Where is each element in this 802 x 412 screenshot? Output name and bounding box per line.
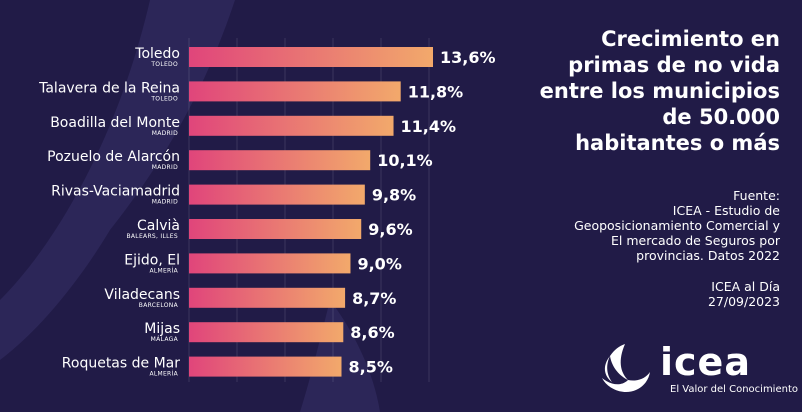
value-label: 8,7% [352, 289, 396, 308]
source-note: Fuente: ICEA - Estudio de Geoposicionami… [520, 188, 780, 309]
source-label: Fuente: [733, 188, 780, 203]
category-label: Talavera de la Reina [38, 80, 180, 96]
category-province-label: MADRID [152, 164, 178, 171]
category-province-label: MADRID [152, 199, 178, 206]
bar [189, 47, 433, 67]
bar [189, 322, 344, 343]
category-label: Pozuelo de Alarcón [47, 149, 180, 165]
logo-wordmark: icea [660, 340, 751, 384]
value-label: 8,6% [350, 323, 394, 342]
bar [189, 150, 371, 171]
category-province-label: TOLEDO [150, 61, 178, 68]
category-province-label: ALMERÍA [149, 267, 178, 274]
background-wave-shape-lower [300, 300, 380, 412]
title-line: primas de no vida [568, 53, 780, 77]
source-line: ICEA - Estudio de [672, 203, 780, 218]
icea-logo: icea El Valor del Conocimiento [598, 340, 798, 402]
category-province-label: BARCELONA [139, 302, 179, 309]
value-label: 13,6% [440, 48, 496, 67]
title-line: Crecimiento en [601, 27, 780, 51]
title-line: entre los municipios [539, 79, 780, 103]
source-line: provincias. Datos 2022 [636, 248, 780, 263]
category-province-label: TOLEDO [150, 95, 178, 102]
logo-tagline: El Valor del Conocimiento [670, 384, 798, 395]
title-line: de 50.000 [662, 105, 780, 129]
category-province-label: MÁLAGA [151, 336, 179, 343]
source-line: El mercado de Seguros por [611, 233, 780, 248]
title-line: habitantes o más [575, 131, 780, 155]
category-label: Ejido, El [124, 252, 180, 268]
category-label: Boadilla del Monte [50, 115, 180, 131]
chart-title: Crecimiento en primas de no vida entre l… [480, 26, 780, 156]
bar [189, 356, 342, 377]
category-label: Viladecans [104, 287, 180, 303]
value-label: 8,5% [349, 358, 393, 377]
bar [189, 81, 401, 102]
category-label: Calvià [137, 218, 180, 234]
bar [189, 253, 351, 274]
category-province-label: MADRID [152, 130, 178, 137]
category-label: Roquetas de Mar [62, 356, 180, 372]
category-province-label: BALEARS, ILLES [126, 233, 178, 240]
bar [189, 287, 346, 308]
publisher: ICEA al Día [711, 279, 780, 294]
bar [189, 184, 365, 205]
value-label: 9,6% [368, 220, 412, 239]
value-label: 9,8% [372, 186, 416, 205]
category-label: Rivas-Vaciamadrid [51, 184, 180, 200]
category-label: Mijas [144, 321, 180, 337]
publish-date: 27/09/2023 [707, 294, 780, 309]
background-wave-shape [0, 0, 235, 360]
bar [189, 219, 362, 239]
category-province-label: ALMERÍA [149, 371, 178, 378]
value-label: 9,0% [357, 254, 401, 273]
value-label: 10,1% [377, 151, 433, 170]
bar [189, 115, 394, 136]
value-label: 11,4% [401, 117, 457, 136]
source-line: Geoposicionamiento Comercial y [574, 218, 780, 233]
icea-logo-icon [602, 344, 650, 392]
category-label: Toledo [134, 46, 180, 62]
value-label: 11,8% [408, 82, 464, 101]
